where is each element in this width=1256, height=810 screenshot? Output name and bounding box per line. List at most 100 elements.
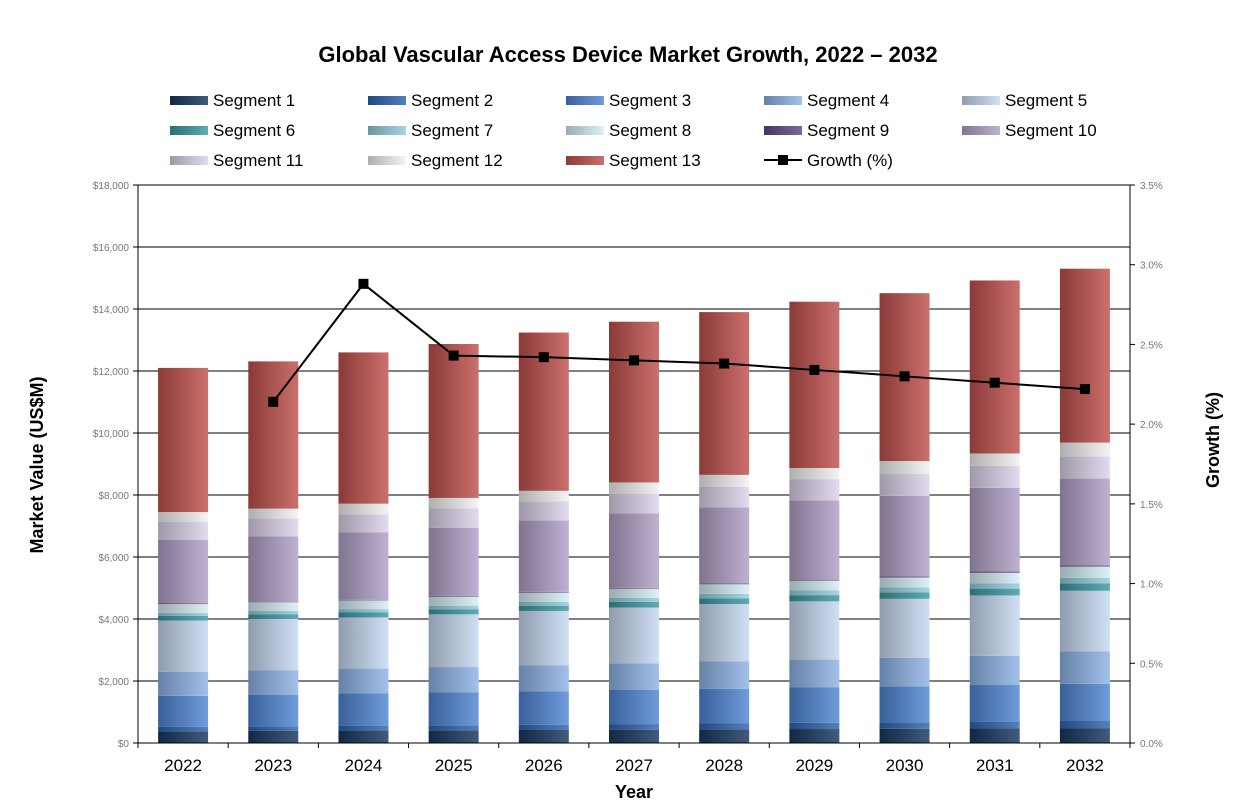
bar-segment-8-2025 xyxy=(428,596,479,606)
chart-title: Global Vascular Access Device Market Gro… xyxy=(318,42,937,67)
bar-segment-6-2030 xyxy=(879,592,930,599)
bar-segment-9-2024 xyxy=(338,599,389,601)
bar-segment-1-2022 xyxy=(158,731,209,743)
y-tick-label: $4,000 xyxy=(98,615,129,626)
bar-segment-4-2028 xyxy=(699,661,750,689)
bar-segment-4-2032 xyxy=(1059,651,1110,684)
bar-segment-10-2027 xyxy=(609,513,659,588)
bar-stack-2029 xyxy=(789,301,840,743)
x-axis-title: Year xyxy=(615,782,653,802)
legend-item-segment-5: Segment 5 xyxy=(962,91,1087,110)
bar-segment-3-2029 xyxy=(789,687,840,723)
y-tick-label: $12,000 xyxy=(93,367,130,378)
bar-stack-2023 xyxy=(248,361,299,743)
bar-segment-3-2032 xyxy=(1059,683,1110,721)
legend-swatch xyxy=(368,126,406,135)
bar-segment-8-2028 xyxy=(699,584,750,594)
bar-segment-9-2031 xyxy=(969,571,1020,573)
bar-segment-2-2030 xyxy=(879,722,930,729)
legend-label: Segment 12 xyxy=(411,151,503,170)
bar-segment-4-2030 xyxy=(879,657,930,687)
bar-segment-6-2027 xyxy=(609,601,659,608)
bar-segment-12-2026 xyxy=(518,490,569,502)
bar-segment-1-2024 xyxy=(338,730,389,743)
bar-segment-4-2025 xyxy=(428,667,479,693)
bar-segment-8-2030 xyxy=(879,577,930,588)
bar-segment-5-2025 xyxy=(428,614,479,668)
x-tick-label: 2026 xyxy=(525,756,563,775)
bar-segment-3-2026 xyxy=(518,691,569,725)
bar-stack-2024 xyxy=(338,352,389,743)
bar-segment-10-2022 xyxy=(158,539,209,604)
y2-tick-label: 2.5% xyxy=(1140,340,1163,351)
bar-segment-1-2028 xyxy=(699,729,750,743)
bars xyxy=(158,268,1110,743)
bar-segment-5-2029 xyxy=(789,601,840,660)
bar-segment-7-2032 xyxy=(1059,577,1110,584)
legend-swatch xyxy=(566,126,604,135)
bar-segment-1-2032 xyxy=(1059,728,1110,743)
bar-segment-3-2024 xyxy=(338,693,389,726)
bar-segment-13-2022 xyxy=(158,367,209,513)
bar-segment-4-2027 xyxy=(609,663,659,690)
bar-segment-8-2031 xyxy=(969,572,1020,584)
bar-segment-2-2023 xyxy=(248,726,299,731)
bar-segment-6-2022 xyxy=(158,615,209,621)
legend-label: Segment 9 xyxy=(807,121,889,140)
bar-segment-8-2029 xyxy=(789,580,840,591)
line-growth xyxy=(272,282,1085,403)
legend-swatch xyxy=(764,126,802,135)
legend-item-segment-8: Segment 8 xyxy=(566,121,691,140)
bar-segment-8-2022 xyxy=(158,604,209,613)
legend-label: Growth (%) xyxy=(807,151,893,170)
bar-segment-5-2032 xyxy=(1059,590,1110,652)
bar-segment-8-2027 xyxy=(609,588,659,598)
bar-segment-8-2024 xyxy=(338,600,389,610)
bar-segment-5-2022 xyxy=(158,620,209,672)
bar-segment-7-2030 xyxy=(879,587,930,593)
bar-segment-3-2027 xyxy=(609,689,659,725)
bar-segment-5-2031 xyxy=(969,595,1020,656)
bar-segment-6-2028 xyxy=(699,598,750,605)
legend-swatch xyxy=(368,96,406,105)
bar-segment-13-2027 xyxy=(609,321,659,483)
x-tick-label: 2031 xyxy=(976,756,1014,775)
bar-segment-12-2028 xyxy=(699,474,750,487)
point-growth xyxy=(538,352,549,363)
bar-segment-11-2022 xyxy=(158,521,209,540)
legend-item-segment-6: Segment 6 xyxy=(170,121,295,140)
bar-segment-9-2032 xyxy=(1059,565,1110,567)
y-axis-title: Market Value (US$M) xyxy=(27,376,47,553)
bar-segment-12-2031 xyxy=(969,453,1020,466)
bar-segment-7-2022 xyxy=(158,612,209,616)
bar-segment-2-2031 xyxy=(969,721,1020,729)
bar-segment-4-2024 xyxy=(338,668,389,694)
bar-stack-2026 xyxy=(518,332,569,743)
bar-segment-1-2025 xyxy=(428,730,479,743)
y2-tick-label: 2.0% xyxy=(1140,420,1163,431)
bar-segment-12-2025 xyxy=(428,497,479,509)
legend: Segment 1 Segment 2 Segment 3 Segment 4 Segm… xyxy=(170,91,1097,170)
y-tick-label: $0 xyxy=(118,739,130,750)
bar-segment-11-2031 xyxy=(969,465,1020,488)
bar-segment-9-2029 xyxy=(789,579,840,581)
legend-label: Segment 6 xyxy=(213,121,295,140)
bar-segment-9-2025 xyxy=(428,595,479,597)
bar-stack-2025 xyxy=(428,344,479,743)
bar-segment-10-2026 xyxy=(518,520,569,592)
bar-segment-4-2022 xyxy=(158,671,209,696)
bar-segment-11-2030 xyxy=(879,474,930,496)
bar-segment-7-2029 xyxy=(789,590,840,596)
bar-segment-11-2032 xyxy=(1059,456,1110,479)
legend-swatch xyxy=(170,156,208,165)
point-growth xyxy=(268,396,279,407)
bar-segment-5-2027 xyxy=(609,607,659,664)
bar-segment-12-2023 xyxy=(248,508,299,519)
bar-segment-6-2026 xyxy=(518,605,569,611)
bar-segment-3-2031 xyxy=(969,685,1020,722)
legend-item-segment-4: Segment 4 xyxy=(764,91,889,110)
bar-segment-5-2024 xyxy=(338,617,389,669)
y2-tick-label: 3.5% xyxy=(1140,181,1163,192)
legend-swatch xyxy=(764,96,802,105)
